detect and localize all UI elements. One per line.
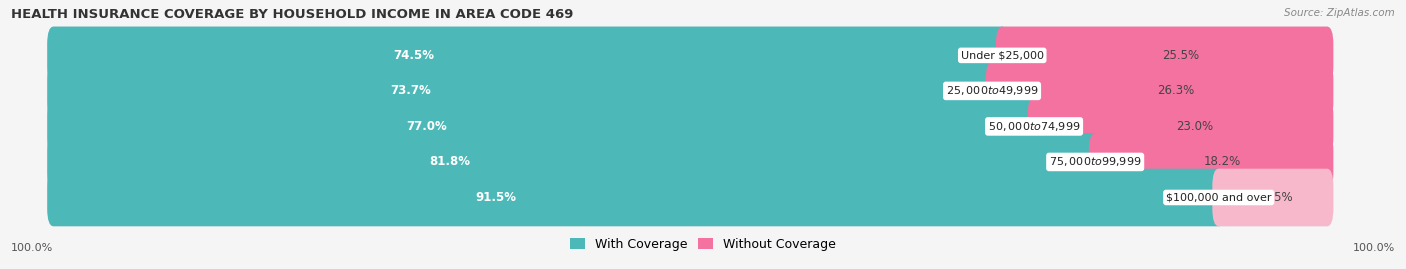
Text: 73.7%: 73.7%	[389, 84, 430, 97]
FancyBboxPatch shape	[48, 98, 1040, 155]
FancyBboxPatch shape	[48, 133, 1101, 191]
Text: 81.8%: 81.8%	[429, 155, 470, 168]
FancyBboxPatch shape	[48, 169, 1225, 226]
Text: $50,000 to $74,999: $50,000 to $74,999	[988, 120, 1080, 133]
FancyBboxPatch shape	[48, 27, 1333, 84]
Text: 8.5%: 8.5%	[1264, 191, 1294, 204]
Text: 18.2%: 18.2%	[1204, 155, 1241, 168]
Text: Source: ZipAtlas.com: Source: ZipAtlas.com	[1284, 8, 1395, 18]
Text: 91.5%: 91.5%	[475, 191, 517, 204]
Legend: With Coverage, Without Coverage: With Coverage, Without Coverage	[565, 233, 841, 256]
FancyBboxPatch shape	[48, 27, 1008, 84]
FancyBboxPatch shape	[48, 133, 1333, 191]
Text: HEALTH INSURANCE COVERAGE BY HOUSEHOLD INCOME IN AREA CODE 469: HEALTH INSURANCE COVERAGE BY HOUSEHOLD I…	[11, 8, 574, 21]
FancyBboxPatch shape	[48, 62, 998, 120]
Text: 100.0%: 100.0%	[1353, 243, 1395, 253]
Text: $25,000 to $49,999: $25,000 to $49,999	[946, 84, 1038, 97]
FancyBboxPatch shape	[995, 27, 1333, 84]
Text: 100.0%: 100.0%	[11, 243, 53, 253]
FancyBboxPatch shape	[48, 169, 1333, 226]
Text: 74.5%: 74.5%	[394, 49, 434, 62]
Text: $75,000 to $99,999: $75,000 to $99,999	[1049, 155, 1142, 168]
FancyBboxPatch shape	[48, 98, 1333, 155]
FancyBboxPatch shape	[1212, 169, 1333, 226]
FancyBboxPatch shape	[1028, 98, 1333, 155]
Text: 23.0%: 23.0%	[1177, 120, 1213, 133]
Text: $100,000 and over: $100,000 and over	[1166, 193, 1271, 203]
FancyBboxPatch shape	[48, 62, 1333, 120]
FancyBboxPatch shape	[1088, 133, 1333, 191]
Text: 77.0%: 77.0%	[406, 120, 447, 133]
Text: 25.5%: 25.5%	[1163, 49, 1199, 62]
Text: Under $25,000: Under $25,000	[960, 50, 1043, 60]
FancyBboxPatch shape	[986, 62, 1333, 120]
Text: 26.3%: 26.3%	[1157, 84, 1195, 97]
